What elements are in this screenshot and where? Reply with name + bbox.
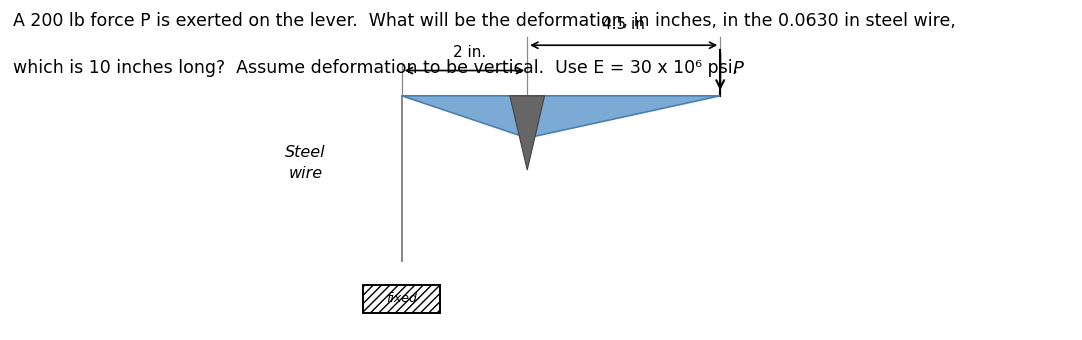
Text: 2 in.: 2 in. [452,45,486,60]
Text: A 200 lb force P is exerted on the lever.  What will be the deformation, in inch: A 200 lb force P is exerted on the lever… [13,12,955,30]
Text: P: P [733,60,743,78]
Polygon shape [510,96,544,170]
Bar [364,285,440,313]
Bar [364,285,440,313]
Polygon shape [401,96,721,138]
Text: Steel
wire: Steel wire [285,145,326,181]
Text: 4.5 in: 4.5 in [603,17,645,32]
Text: fixed: fixed [386,292,418,305]
Text: which is 10 inches long?  Assume deformation to be vertical.  Use E = 30 x 10⁶ p: which is 10 inches long? Assume deformat… [13,59,738,77]
